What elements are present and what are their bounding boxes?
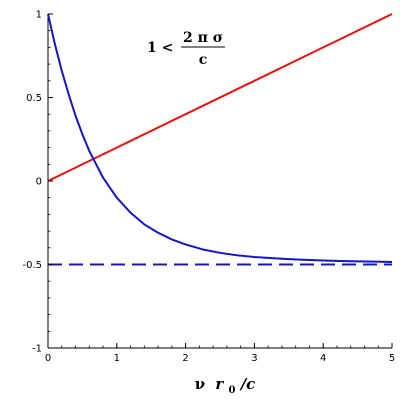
y-tick-label: -1 [32,344,42,355]
y-tick-label: 0 [36,177,42,188]
y-tick-label: 1 [36,10,42,21]
x-title-nu: ν [195,375,205,393]
x-tick-label: 4 [320,353,326,364]
x-title-slash-c: /c [239,375,256,393]
x-tick-label: 1 [114,353,120,364]
series-layer [47,13,393,266]
x-tick-label: 3 [251,353,257,364]
y-tick-label: -0.5 [22,260,42,271]
y-tick-label: 0.5 [26,93,42,104]
annotation-lhs: 1 < [147,40,173,56]
x-axis-title: ν r 0 /c [195,375,256,397]
x-tick-label: 5 [389,353,395,364]
ticks-layer: 0 1 2 3 4 5 -1 -0.5 0 0.5 1 [22,10,395,365]
series-red-line [47,13,393,182]
x-tick-label: 0 [45,353,51,364]
x-tick-label: 2 [182,353,188,364]
x-title-sub: 0 [228,385,235,396]
x-title-r: r [215,375,224,393]
annotation-numerator: 2 π σ [183,30,223,46]
annotation: 1 < 2 π σ c [147,30,225,68]
series-blue-curve [47,13,393,263]
annotation-denominator: c [199,52,208,68]
plot-frame [47,14,392,349]
